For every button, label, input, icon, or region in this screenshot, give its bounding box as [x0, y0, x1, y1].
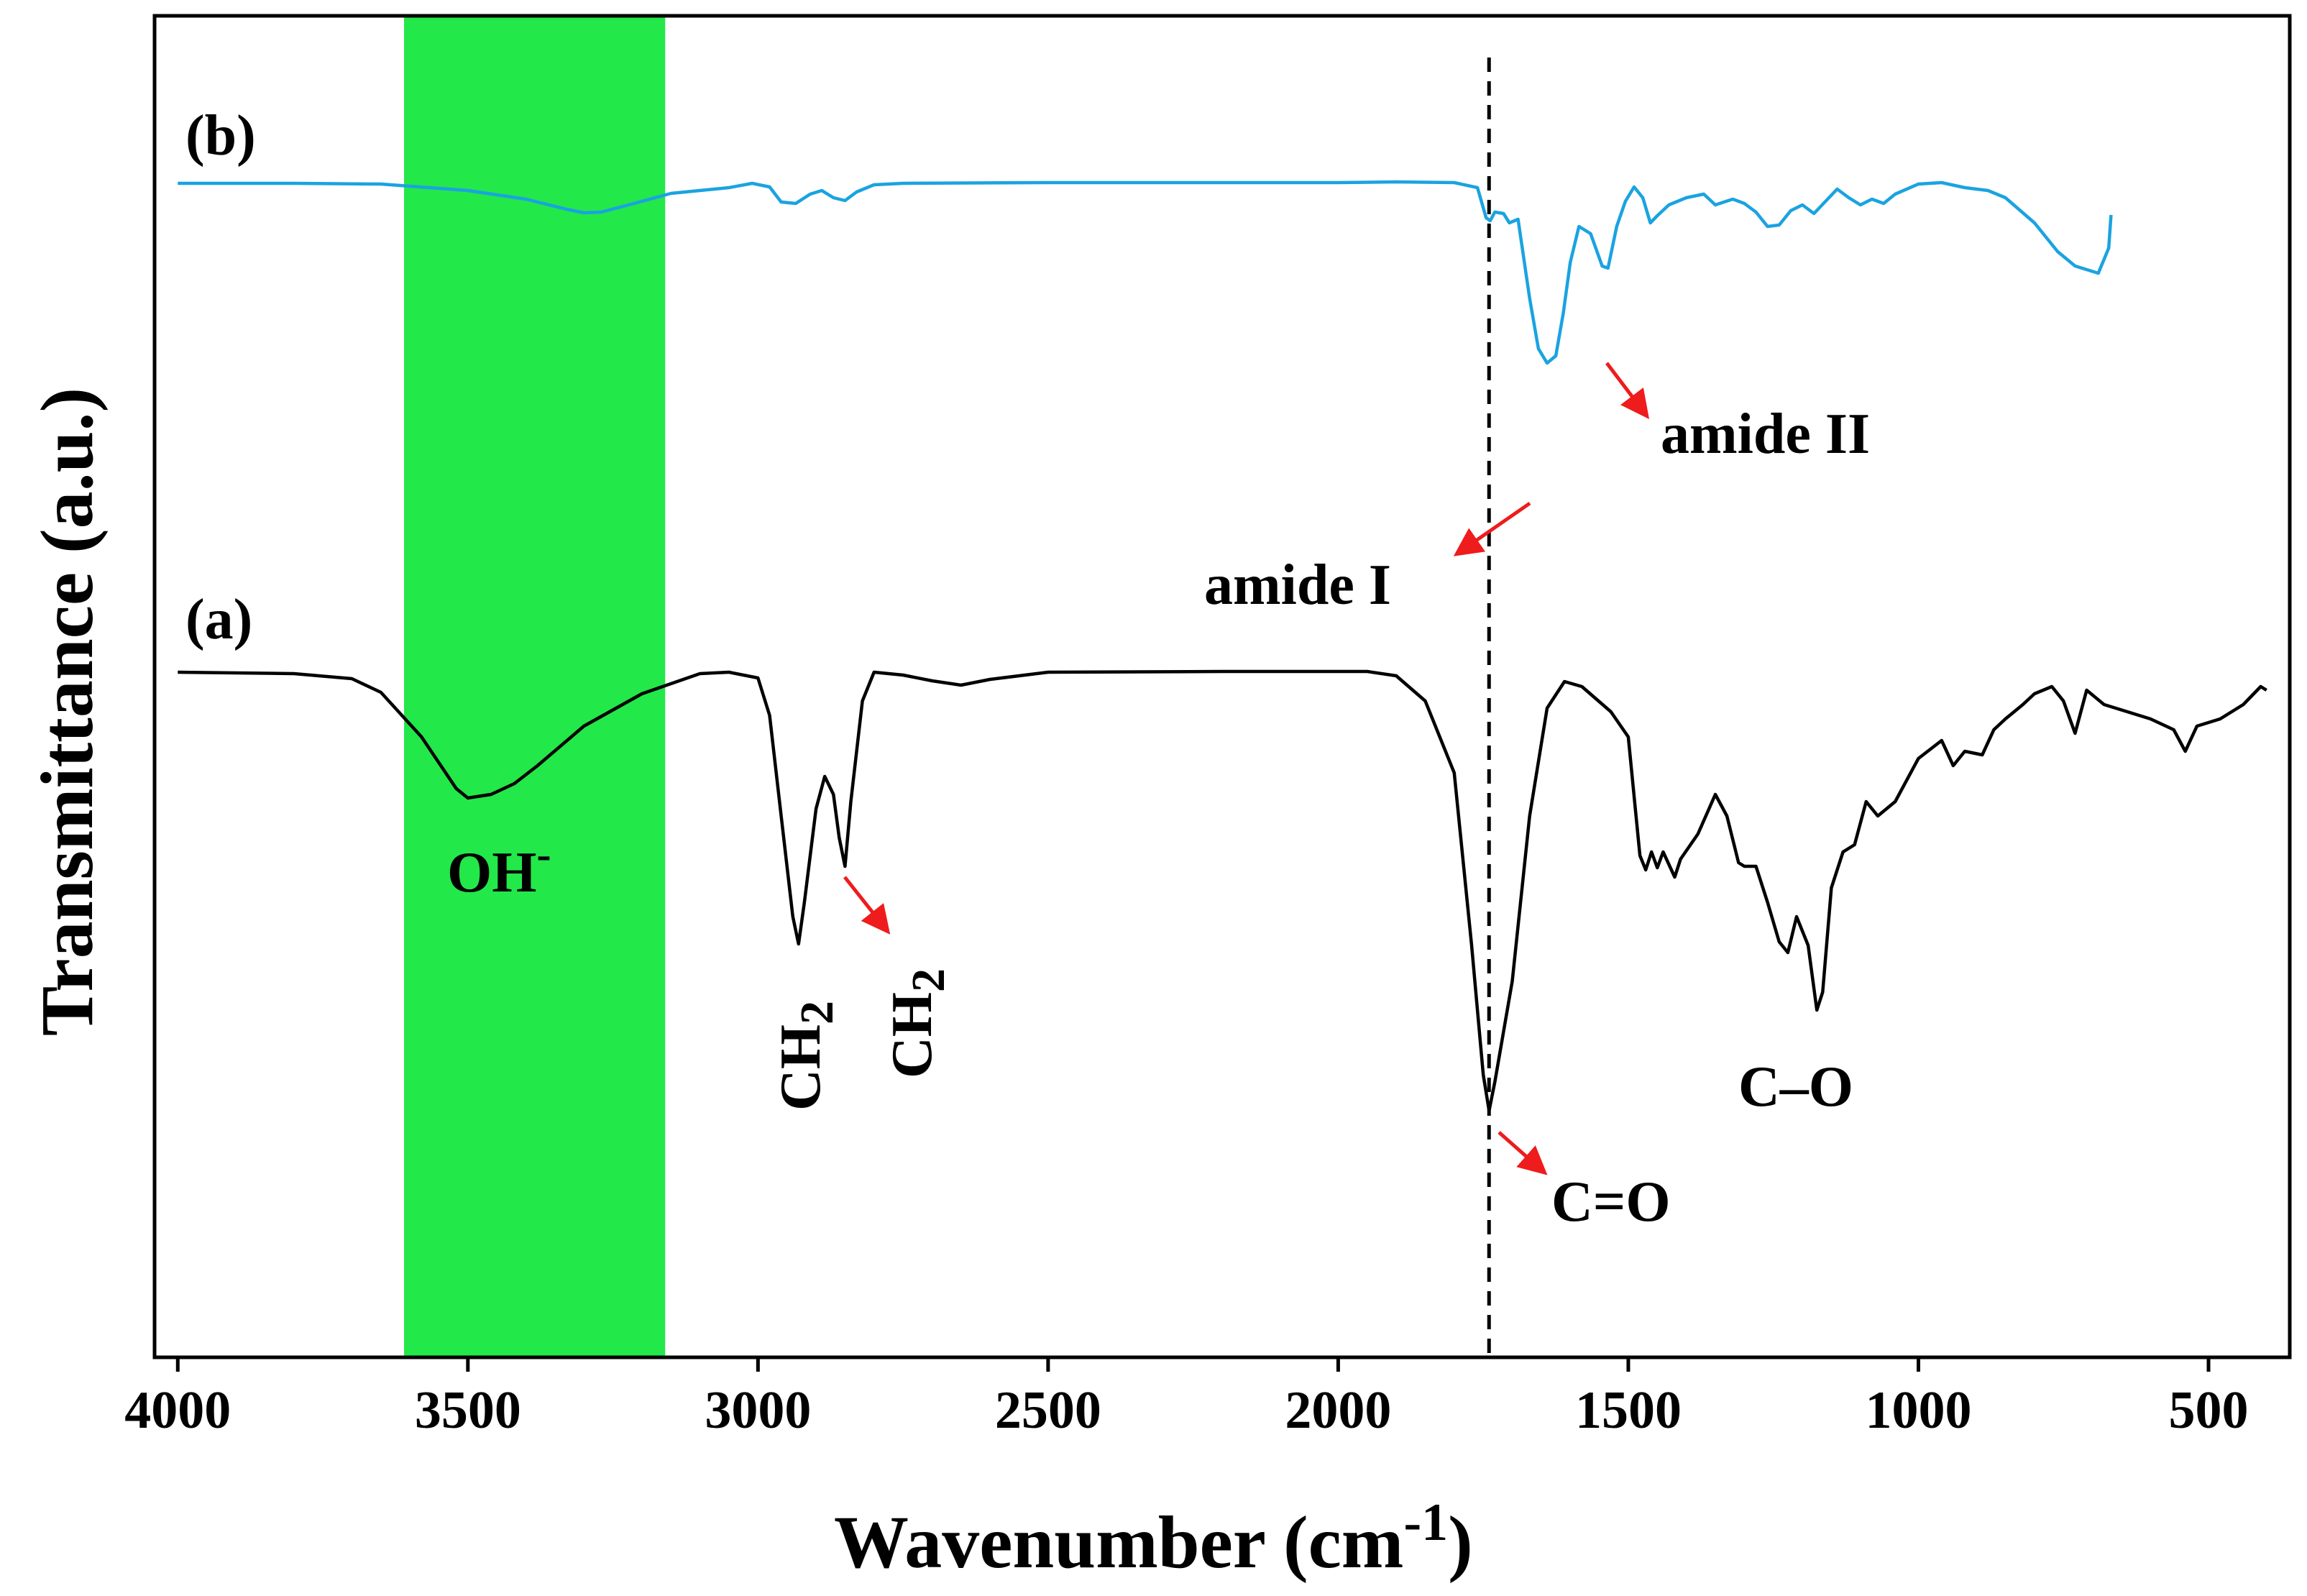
series-label-a: (a): [185, 588, 252, 651]
x-tick-label: 500: [2169, 1381, 2249, 1440]
series-label-b: (b): [185, 104, 256, 168]
arrow-c-double-o: [1498, 1131, 1548, 1175]
x-axis-title: Wavenumber (cm-1): [834, 1493, 1473, 1584]
arrow-amide-i: [1453, 501, 1531, 556]
x-tick-label: 3500: [415, 1381, 521, 1440]
oh-highlight-band: [404, 16, 666, 1357]
x-tick-label: 1000: [1865, 1381, 1971, 1440]
arrow-amide-ii: [1605, 362, 1650, 419]
series-a-line: [178, 669, 2267, 1113]
amide-i-annotation: amide I: [1204, 554, 1391, 617]
x-tick-label: 2500: [995, 1381, 1101, 1440]
c-double-o-annotation: C=O: [1551, 1170, 1671, 1234]
x-tick-label: 2000: [1285, 1381, 1391, 1440]
series-b-line: [178, 180, 2113, 365]
c-single-o-annotation: C–O: [1738, 1055, 1853, 1119]
ch2-annotation-2: CH2: [881, 968, 955, 1078]
ch2-annotation-1: CH2: [769, 1001, 843, 1111]
x-tick-label: 4000: [124, 1381, 231, 1440]
oh-annotation: OH-: [447, 830, 551, 904]
arrow-ch2: [843, 876, 891, 935]
plot-frame: [152, 14, 2292, 1359]
x-axis-ticks: 4000 3500 3000 2500 2000 1500 1000 500: [124, 1357, 2249, 1440]
x-tick-label: 1500: [1575, 1381, 1682, 1440]
x-tick-label: 3000: [705, 1381, 811, 1440]
amide-ii-annotation: amide II: [1661, 403, 1870, 466]
y-axis-title: Transmittance (a.u.): [26, 387, 109, 1036]
